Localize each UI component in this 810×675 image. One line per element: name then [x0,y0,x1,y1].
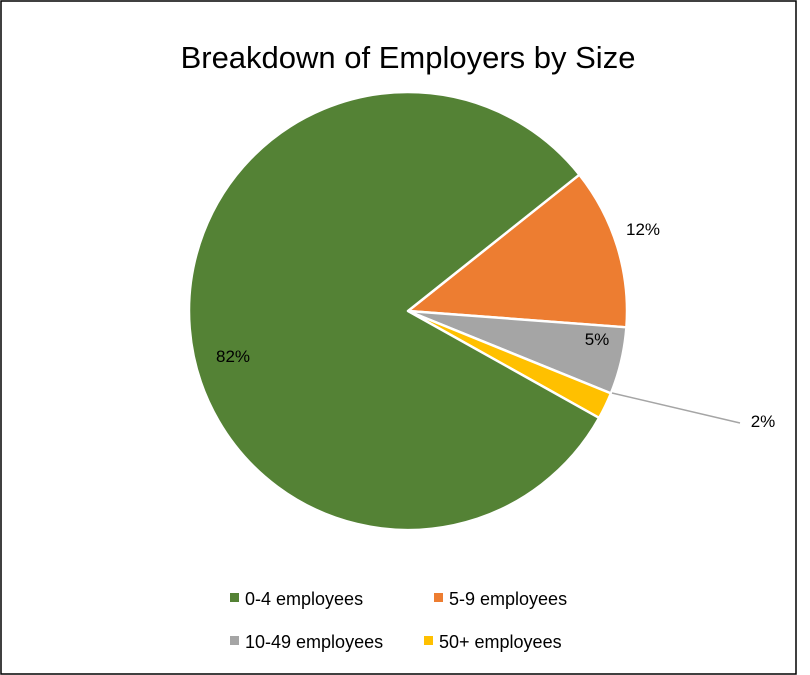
data-label: 12% [626,220,660,239]
pie-slice-0-4-employees [187,90,601,532]
legend-item: 50+ employees [424,632,562,652]
legend-item: 10-49 employees [230,632,383,652]
legend-swatch [424,636,433,645]
legend-label: 0-4 employees [245,589,363,609]
legend-swatch [230,636,239,645]
data-label: 5% [585,330,610,349]
chart-title: Breakdown of Employers by Size [181,40,636,75]
legend-swatch [230,593,239,602]
legend-label: 5-9 employees [449,589,567,609]
legend-label: 50+ employees [439,632,562,652]
legend: 0-4 employees 5-9 employees 10-49 employee… [230,589,567,652]
legend-item: 0-4 employees [230,589,363,609]
legend-label: 10-49 employees [245,632,383,652]
leader-line [611,392,741,424]
data-labels: 82% 12% 5% 2% [216,220,775,431]
data-label: 82% [216,347,250,366]
legend-item: 5-9 employees [434,589,567,609]
legend-swatch [434,593,443,602]
pie-slice-5-9-employees [406,173,629,329]
pie-slices [187,90,629,532]
data-label: 2% [751,412,776,431]
